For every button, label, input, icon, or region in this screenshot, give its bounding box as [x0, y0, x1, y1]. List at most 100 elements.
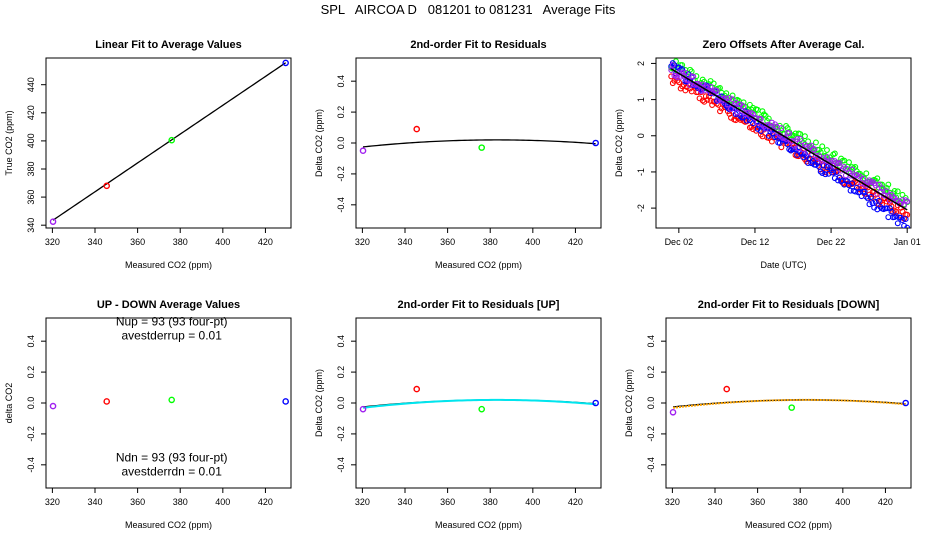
x-tick-label: 420 [258, 497, 273, 507]
fit-curve [362, 398, 596, 409]
y-tick-label: 380 [26, 161, 36, 176]
plot-frame [355, 57, 602, 229]
y-tick-label: 0.4 [26, 335, 36, 348]
data-point [103, 182, 111, 190]
data-point [860, 175, 867, 182]
annotation-text: avestderrup = 0.01 [121, 329, 222, 343]
data-point [830, 169, 837, 176]
y-tick-label: -0.4 [336, 457, 346, 473]
data-point [761, 111, 767, 118]
data-point [776, 140, 783, 147]
y-axis-label: True CO2 (ppm) [4, 110, 14, 175]
x-tick-label: Dec 02 [665, 237, 694, 247]
x-tick-label: 380 [173, 497, 188, 507]
data-point [817, 168, 824, 175]
data-point [904, 198, 911, 205]
data-point [768, 119, 775, 126]
x-tick-label: 400 [835, 497, 850, 507]
plot-area [49, 59, 289, 225]
y-tick-label: 0.2 [26, 366, 36, 379]
data-point [757, 116, 764, 122]
x-axis-label: Measured CO2 (ppm) [125, 520, 212, 530]
chart-linear: Linear Fit to Average Values Measured CO2… [4, 39, 292, 270]
x-tick-label: 400 [215, 497, 230, 507]
y-tick-label: -0.2 [336, 166, 346, 182]
data-point [786, 130, 793, 137]
data-point [899, 217, 906, 224]
data-point [168, 136, 175, 144]
data-point [762, 112, 769, 119]
x-tick-label: 400 [525, 497, 540, 507]
data-point [885, 181, 892, 188]
data-point [737, 113, 744, 120]
data-point [413, 385, 421, 393]
data-point [710, 80, 717, 87]
data-point [740, 103, 747, 110]
x-tick-label: 420 [878, 497, 893, 507]
data-point [759, 108, 766, 115]
data-point [853, 172, 860, 178]
data-point [838, 167, 845, 174]
data-point [413, 125, 421, 133]
data-point [819, 143, 826, 150]
data-point [592, 139, 599, 147]
annotation-text: avestderrdn = 0.01 [121, 465, 222, 479]
data-point [886, 205, 893, 212]
data-point [888, 208, 895, 215]
data-point [904, 224, 911, 228]
y-tick-label: -0.2 [26, 426, 36, 442]
x-tick-label: 360 [130, 497, 145, 507]
chart-updown: UP - DOWN Average Values Measured CO2 (pp… [4, 299, 292, 530]
data-point [726, 94, 733, 101]
data-point [696, 82, 703, 89]
data-point [902, 216, 909, 223]
chart-title: 2nd-order Fit to Residuals [410, 39, 546, 51]
chart-title: Zero Offsets After Average Cal. [703, 39, 865, 51]
data-point [872, 198, 879, 205]
data-point [801, 133, 808, 140]
data-point [863, 182, 870, 189]
data-point [866, 201, 873, 208]
data-point [359, 147, 367, 155]
chart-title: 2nd-order Fit to Residuals [DOWN] [698, 299, 880, 311]
figure-title: SPL AIRCOA D 081201 to 081231 Average Fi… [320, 2, 616, 17]
x-tick-label: 320 [355, 497, 370, 507]
data-point [794, 136, 801, 142]
data-point [883, 205, 890, 212]
y-tick-label: 0.2 [336, 366, 346, 379]
data-point [682, 87, 689, 94]
y-tick-label: 340 [26, 218, 36, 233]
annotation-text: Ndn = 93 (93 four-pt) [116, 451, 228, 465]
data-point [679, 66, 686, 72]
x-tick-label: 320 [665, 497, 680, 507]
data-point [669, 61, 676, 68]
data-point [819, 170, 826, 176]
data-point [723, 385, 731, 393]
data-point [723, 90, 730, 97]
data-point [822, 157, 829, 164]
x-tick-label: 340 [87, 497, 102, 507]
y-tick-label: -0.4 [646, 457, 656, 473]
y-tick-label: 420 [26, 105, 36, 120]
y-tick-label: -0.2 [646, 426, 656, 442]
y-tick-label: 0.2 [646, 366, 656, 379]
data-point [682, 69, 689, 76]
data-point [728, 106, 734, 112]
data-point [282, 59, 289, 67]
x-tick-label: 380 [483, 237, 498, 247]
y-axis-label: delta CO2 [4, 383, 14, 424]
chart-resid: 2nd-order Fit to Residuals Measured CO2 (… [314, 39, 602, 270]
data-point [674, 74, 681, 81]
data-point [879, 181, 885, 188]
plot-frame [665, 317, 912, 489]
y-tick-label: 0.0 [336, 137, 346, 150]
data-point [875, 197, 882, 204]
y-tick-label: 0.2 [336, 106, 346, 119]
x-tick-label: 420 [258, 237, 273, 247]
x-tick-label: 360 [750, 497, 765, 507]
y-tick-label: 0.4 [646, 335, 656, 348]
data-point [745, 106, 752, 113]
x-tick-label: 340 [707, 497, 722, 507]
data-point [849, 166, 856, 173]
data-point [765, 115, 772, 122]
